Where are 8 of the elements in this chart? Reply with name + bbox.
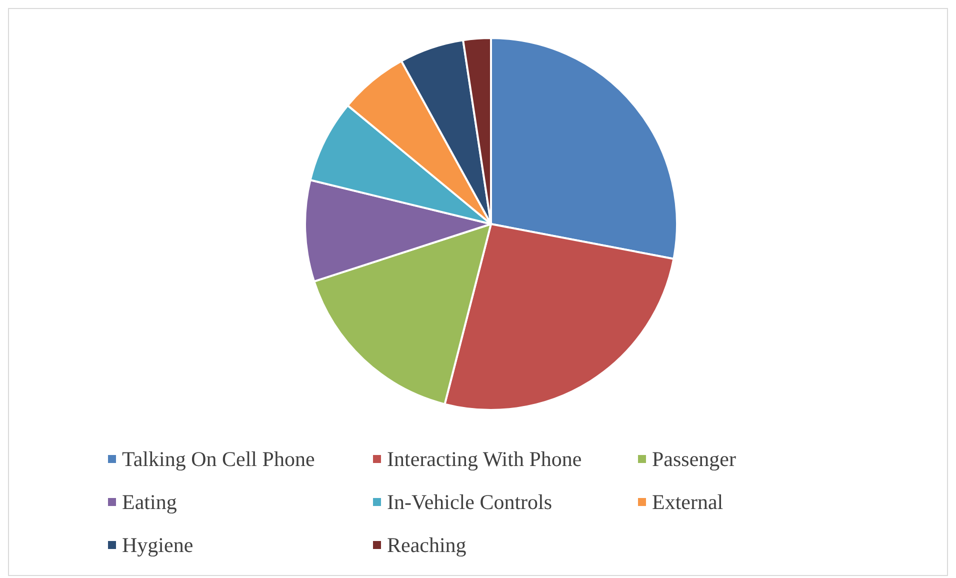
legend-label: In-Vehicle Controls <box>387 490 552 514</box>
legend-label: Reaching <box>387 533 467 557</box>
legend-label: Talking On Cell Phone <box>122 447 315 471</box>
legend-label: Eating <box>122 490 178 514</box>
legend-label: External <box>652 490 724 514</box>
legend-label: Interacting With Phone <box>387 447 582 471</box>
legend-label: Passenger <box>652 447 736 471</box>
legend-label: Hygiene <box>122 533 194 557</box>
